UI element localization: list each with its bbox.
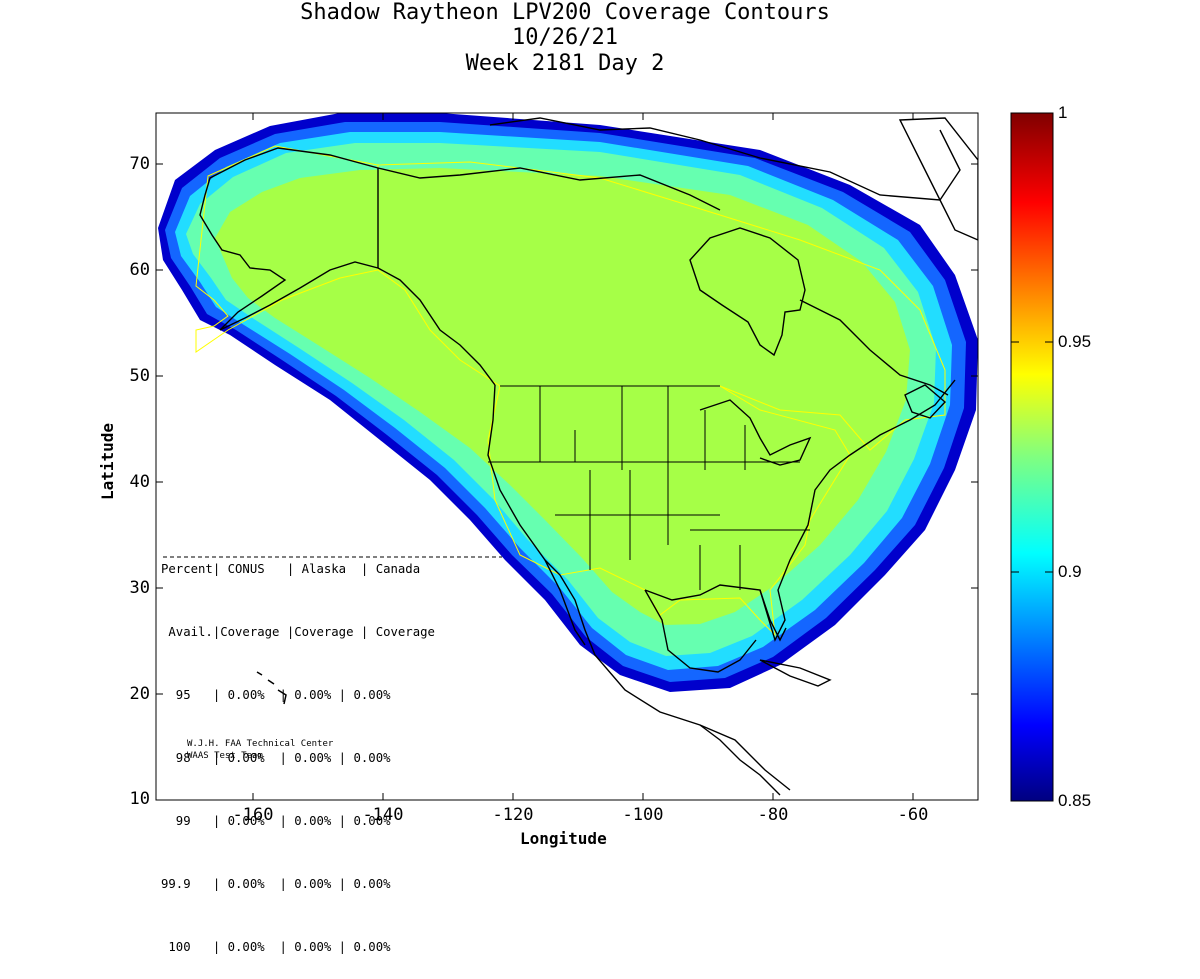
- y-axis-label: Latitude: [98, 422, 117, 500]
- colorbar-tick-label: 0.85: [1058, 791, 1092, 810]
- chart-date: 10/26/21: [512, 25, 618, 50]
- stats-header-1: Percent| CONUS | Alaska | Canada: [161, 562, 421, 576]
- central-america: [699, 724, 781, 796]
- chart-title: Shadow Raytheon LPV200 Coverage Contours: [300, 0, 830, 25]
- canada-region-border: [377, 161, 946, 451]
- stats-row: 100 | 0.00% | 0.00% | 0.00%: [161, 940, 391, 954]
- y-tick-label: 60: [129, 260, 150, 280]
- credit-line-2: WAAS Test Team: [187, 751, 263, 761]
- arctic-coast: [377, 167, 721, 211]
- credit-text: W.J.H. FAA Technical Center WAAS Test Te…: [187, 738, 333, 762]
- y-tick-marks: [156, 163, 978, 695]
- arctic-islands: [489, 117, 961, 201]
- canada-west-coast: [377, 267, 496, 386]
- x-tick-label: -100: [622, 805, 664, 825]
- plot-frame: [155, 112, 979, 801]
- colorbar-tick-label: 1: [1058, 103, 1068, 122]
- x-tick-label: -60: [897, 805, 929, 825]
- stats-row: 95 | 0.00% | 0.00% | 0.00%: [161, 688, 391, 702]
- x-axis-label: Longitude: [520, 829, 607, 848]
- alaska-coast: [199, 147, 379, 331]
- colorbar-ticks: [1011, 112, 1053, 802]
- coastlines: [199, 117, 978, 796]
- greenland: [898, 117, 978, 241]
- labrador-coast: [799, 299, 949, 396]
- y-tick-label: 50: [129, 366, 150, 386]
- coverage-map: [155, 112, 1054, 802]
- y-tick-label: 40: [129, 472, 150, 492]
- us-state-borders: [488, 385, 810, 590]
- x-tick-label: -80: [757, 805, 789, 825]
- hudson-bay: [689, 227, 806, 357]
- colorbar-tick-label: 0.9: [1058, 562, 1082, 581]
- colorbar-tick-label: 0.95: [1058, 332, 1092, 351]
- florida: [759, 589, 787, 642]
- stats-header-2: Avail.|Coverage |Coverage | Coverage: [161, 625, 435, 639]
- x-tick-label: -140: [362, 805, 404, 825]
- conus-region-border: [487, 385, 851, 637]
- cuba: [759, 659, 832, 687]
- y-tick-label: 70: [129, 154, 150, 174]
- stats-row: 99.9 | 0.00% | 0.00% | 0.00%: [161, 877, 391, 891]
- y-tick-label: 30: [129, 578, 150, 598]
- us-west-coast: [487, 384, 791, 791]
- stats-row: 99 | 0.00% | 0.00% | 0.00%: [161, 814, 391, 828]
- colorbar: [1010, 112, 1054, 802]
- coverage-band-interior: [215, 168, 910, 625]
- x-tick-label: -120: [492, 805, 534, 825]
- mexico-gulf-coast: [644, 589, 757, 673]
- baja: [544, 559, 586, 646]
- y-tick-label: 20: [129, 684, 150, 704]
- x-tick-label: -160: [232, 805, 274, 825]
- newfoundland: [904, 384, 947, 419]
- chart-week-day: Week 2181 Day 2: [465, 51, 665, 76]
- credit-line-1: W.J.H. FAA Technical Center: [187, 739, 334, 749]
- us-gulf-east-coast: [644, 379, 956, 642]
- y-tick-label: 10: [129, 789, 150, 809]
- x-tick-marks: [252, 113, 914, 800]
- stats-row: 98 | 0.00% | 0.00% | 0.00%: [161, 751, 391, 765]
- hawaii-islands: [256, 671, 287, 705]
